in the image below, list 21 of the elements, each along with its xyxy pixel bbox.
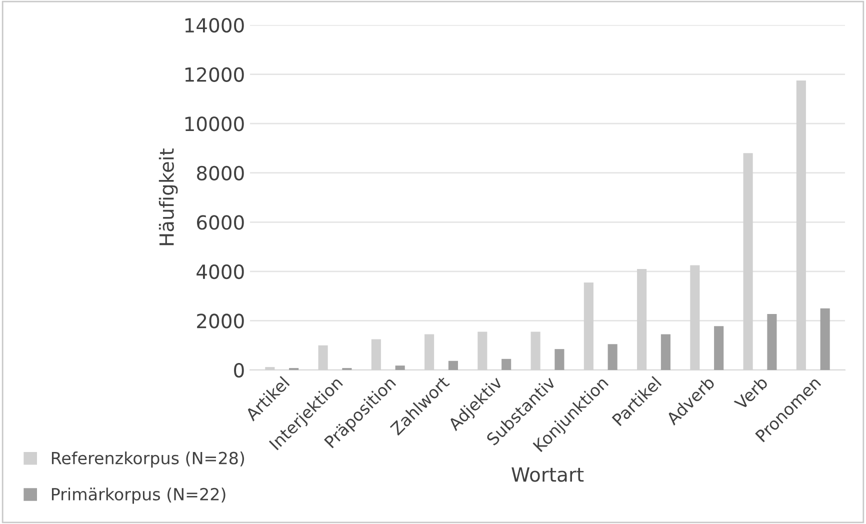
y-tick-label: 0 — [234, 362, 244, 378]
y-tick-label: 2000 — [197, 314, 244, 328]
y-tick-label: 12000 — [185, 67, 244, 82]
bar — [608, 344, 618, 370]
bar — [448, 360, 458, 370]
y-tick-label: 8000 — [196, 166, 244, 181]
y-tick-label: 10000 — [185, 116, 244, 132]
legend-label: Primärkorpus (N=22) — [52, 488, 226, 504]
x-axis-title: Wortart — [512, 467, 584, 482]
bar — [767, 314, 777, 370]
bar — [554, 349, 564, 370]
y-tick-label: 14000 — [185, 18, 244, 33]
bar — [820, 308, 830, 370]
bar — [660, 334, 670, 370]
y-tick-label: 4000 — [196, 264, 244, 280]
legend-label: Referenzkorpus (N=28) — [52, 452, 244, 468]
y-axis-title: Häufigkeit — [158, 148, 178, 246]
bar — [502, 358, 512, 370]
bar — [714, 326, 724, 370]
y-tick-label: 6000 — [197, 215, 244, 230]
bar — [395, 366, 405, 370]
